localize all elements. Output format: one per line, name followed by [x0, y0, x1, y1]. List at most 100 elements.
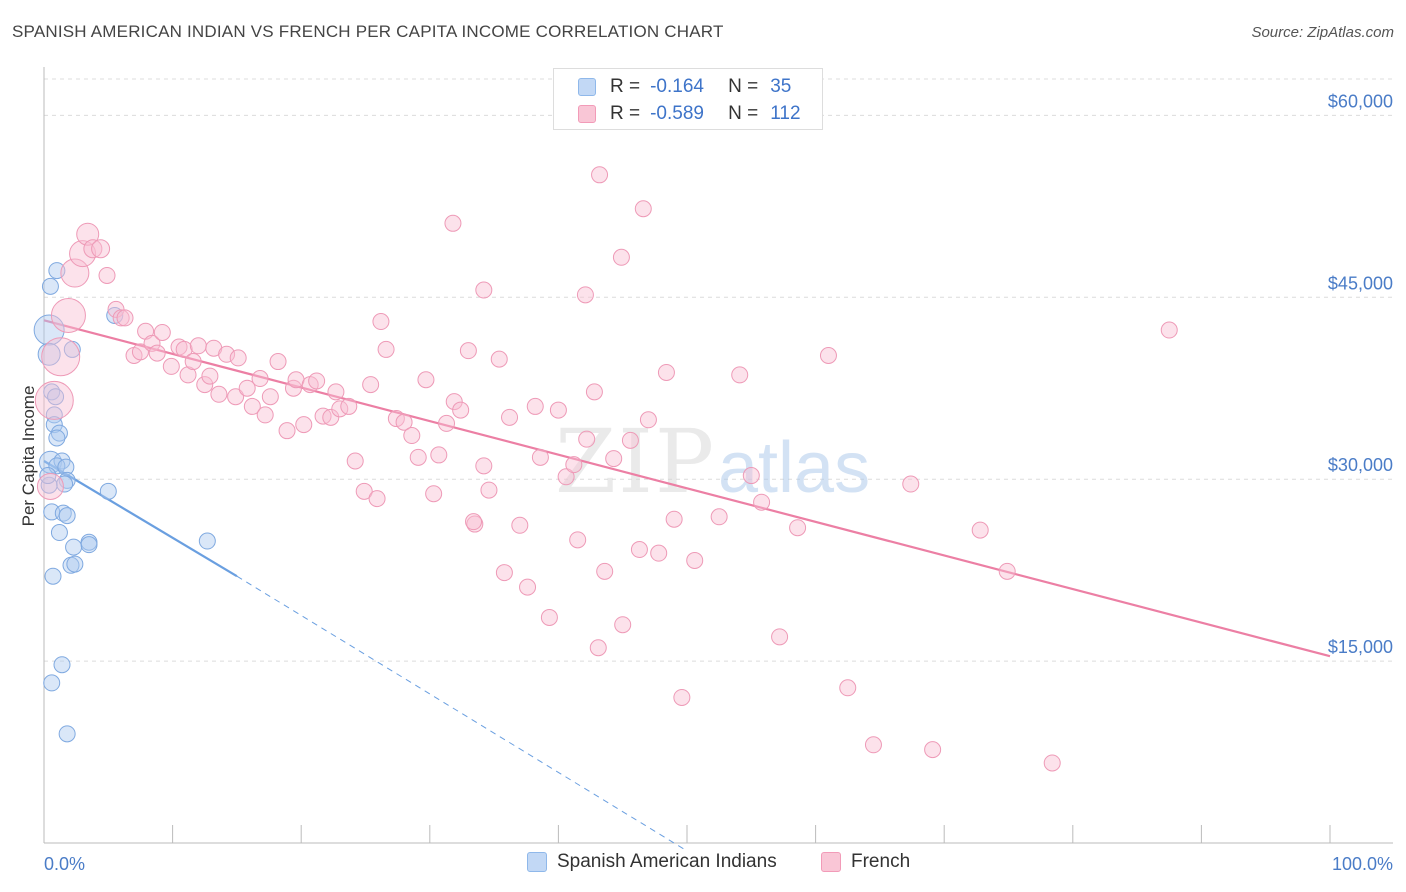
french-point [585, 383, 603, 401]
n-value: 35 [770, 76, 792, 97]
french-point [753, 493, 771, 511]
french-point [148, 344, 166, 362]
y-tick-label: $15,000 [1328, 637, 1393, 657]
french-point [650, 544, 668, 562]
spanish-american-indians-point [80, 536, 98, 554]
french-point [377, 340, 395, 358]
french-point [578, 430, 596, 448]
watermark-atlas: atlas [718, 428, 870, 508]
french-point [475, 281, 493, 299]
spanish-american-indians-point [198, 532, 216, 550]
french-point [531, 448, 549, 466]
spanish-american-indians-point [106, 306, 124, 324]
french-point [355, 482, 373, 500]
french-point [295, 416, 313, 434]
spanish-american-indians-point [47, 388, 65, 406]
french-point [425, 485, 443, 503]
spanish-american-indians-point [66, 555, 84, 573]
spanish-american-indians-point [33, 314, 65, 346]
stats-legend: R = -0.164 N = 35 R = -0.589 N = 112 [553, 68, 823, 130]
french-point [261, 388, 279, 406]
bottom-legend-french: French [821, 851, 910, 873]
spanish-american-indians-point [58, 507, 76, 525]
french-point [60, 258, 90, 288]
french-point [605, 450, 623, 468]
french-point [639, 411, 657, 429]
data-points [33, 166, 1178, 772]
french-point [576, 286, 594, 304]
french-point [201, 367, 219, 385]
y-tick-label: $30,000 [1328, 455, 1393, 475]
french-point [210, 385, 228, 403]
spanish-american-indians-point [53, 656, 71, 674]
french-point [971, 521, 989, 539]
y-tick-label: $45,000 [1328, 273, 1393, 293]
french-point [673, 688, 691, 706]
r-label: R = [610, 103, 641, 124]
french-point [591, 166, 609, 184]
source-label: Source: ZipAtlas.com [1251, 24, 1394, 41]
french-point [490, 350, 508, 368]
french-point [107, 300, 125, 318]
french-point [362, 376, 380, 394]
spanish-american-indians-point [50, 424, 68, 442]
spanish-american-indians-point [48, 429, 66, 447]
r-value: -0.589 [650, 103, 704, 124]
french-point [630, 541, 648, 559]
french-point [1043, 754, 1061, 772]
french-point [346, 452, 364, 470]
legend-swatch-pink [578, 105, 596, 123]
french-point [184, 353, 202, 371]
french-point [438, 414, 456, 432]
y-tick-labels: $15,000 $30,000 $45,000 $60,000 [1328, 91, 1393, 657]
french-point [621, 431, 639, 449]
spanish-american-indians-point [58, 725, 76, 743]
french-point [269, 353, 287, 371]
n-value: 112 [770, 103, 801, 124]
french-point [83, 239, 103, 259]
french-point [495, 564, 513, 582]
french-point [710, 508, 728, 526]
french-point [924, 741, 942, 759]
french-point [565, 456, 583, 474]
legend-row-french: R = -0.589 N = 112 [578, 102, 801, 126]
french-point [287, 371, 305, 389]
spanish-american-indians-point [41, 277, 59, 295]
french-point [465, 513, 483, 531]
french-point [196, 376, 214, 394]
french-point [657, 363, 675, 381]
chart-title: SPANISH AMERICAN INDIAN VS FRENCH PER CA… [12, 22, 724, 41]
french-point [91, 239, 111, 259]
french-point [452, 401, 470, 419]
french-point [819, 346, 837, 364]
french-point [143, 334, 161, 352]
french-point [686, 551, 704, 569]
french-point [229, 349, 247, 367]
french-point [430, 446, 448, 464]
french-point [98, 266, 116, 284]
legend-swatch-blue [578, 78, 596, 96]
french-point [36, 472, 64, 500]
french-point [112, 309, 130, 327]
french-point [511, 516, 529, 534]
french-point [444, 214, 462, 232]
french-point [634, 200, 652, 218]
french-point [480, 481, 498, 499]
spanish-american-indians-point [50, 524, 68, 542]
french-point [34, 380, 74, 420]
french-point [340, 397, 358, 415]
bottom-legend-swatch-blue [527, 852, 547, 872]
french-point [153, 323, 171, 341]
french-point [475, 457, 493, 475]
spanish-american-indians-point [57, 458, 75, 476]
french-point [189, 337, 207, 355]
french-point [278, 422, 296, 440]
bottom-legend-label: French [851, 851, 911, 872]
french-point [308, 372, 326, 390]
french-point [612, 248, 630, 266]
french-point [322, 408, 340, 426]
french-point [839, 679, 857, 697]
axes [43, 67, 1393, 844]
n-label: N = [728, 76, 759, 97]
